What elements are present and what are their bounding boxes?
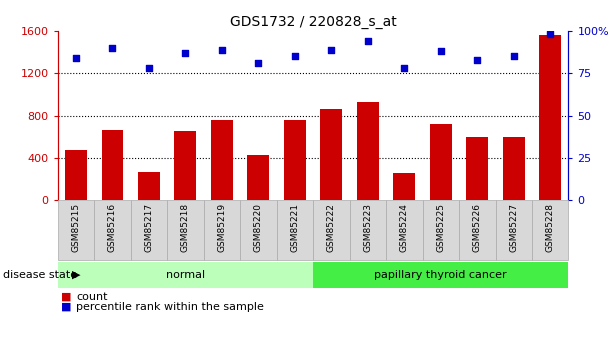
Bar: [284, 120, 306, 200]
Text: GSM85224: GSM85224: [400, 203, 409, 252]
Point: [108, 45, 117, 51]
Text: GSM85221: GSM85221: [291, 203, 299, 252]
Text: GSM85219: GSM85219: [218, 203, 226, 252]
Text: percentile rank within the sample: percentile rank within the sample: [76, 302, 264, 312]
Text: count: count: [76, 292, 108, 302]
Text: GSM85218: GSM85218: [181, 203, 190, 252]
Bar: [393, 172, 415, 200]
Text: normal: normal: [166, 270, 205, 280]
Text: GSM85222: GSM85222: [327, 203, 336, 252]
Text: ▶: ▶: [72, 270, 80, 280]
Point: [181, 50, 190, 56]
Text: GSM85217: GSM85217: [145, 203, 153, 252]
Point: [290, 54, 300, 59]
Text: ■: ■: [61, 292, 71, 302]
Text: GSM85225: GSM85225: [437, 203, 445, 252]
Text: papillary thyroid cancer: papillary thyroid cancer: [375, 270, 507, 280]
Text: GSM85223: GSM85223: [364, 203, 372, 252]
Text: GSM85228: GSM85228: [546, 203, 554, 252]
Text: GSM85216: GSM85216: [108, 203, 117, 252]
Point: [71, 55, 81, 61]
Point: [217, 47, 227, 52]
Bar: [174, 131, 196, 200]
Bar: [357, 102, 379, 200]
Point: [363, 38, 373, 44]
Text: ■: ■: [61, 302, 71, 312]
Point: [472, 57, 482, 62]
Bar: [466, 137, 488, 200]
Point: [509, 54, 519, 59]
Bar: [503, 137, 525, 200]
Bar: [430, 124, 452, 200]
Text: GSM85226: GSM85226: [473, 203, 482, 252]
Bar: [138, 171, 160, 200]
Point: [144, 66, 154, 71]
Bar: [320, 109, 342, 200]
Point: [436, 49, 446, 54]
Text: disease state: disease state: [3, 270, 77, 280]
Text: GSM85215: GSM85215: [72, 203, 80, 252]
Point: [254, 60, 263, 66]
Point: [545, 32, 555, 37]
Text: GSM85227: GSM85227: [510, 203, 518, 252]
Bar: [65, 150, 87, 200]
Title: GDS1732 / 220828_s_at: GDS1732 / 220828_s_at: [230, 14, 396, 29]
Text: GSM85220: GSM85220: [254, 203, 263, 252]
Bar: [539, 35, 561, 200]
Bar: [211, 120, 233, 200]
Bar: [102, 130, 123, 200]
Bar: [247, 155, 269, 200]
Point: [399, 66, 409, 71]
Point: [326, 47, 336, 52]
